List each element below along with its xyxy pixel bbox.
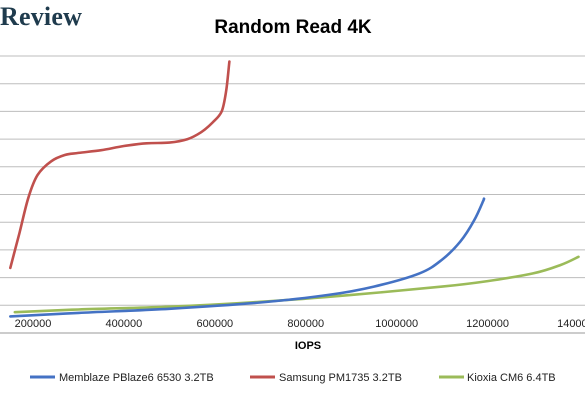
plot-series [9, 60, 580, 318]
x-tick-label: 1400000 [557, 318, 585, 330]
legend-label: Kioxia CM6 6.4TB [467, 372, 556, 384]
gridlines [0, 55, 585, 334]
legend-label: Memblaze PBlaze6 6530 3.2TB [59, 372, 214, 384]
x-tick-label: 800000 [287, 318, 324, 330]
legend-label: Samsung PM1735 3.2TB [279, 372, 402, 384]
series-line-0 [9, 197, 486, 318]
x-tick-label: 1200000 [466, 318, 509, 330]
x-tick-label: 600000 [196, 318, 233, 330]
x-tick-label: 200000 [15, 318, 52, 330]
series-line-1 [9, 60, 231, 270]
x-axis-ticks: 200000 400000 600000 800000 1000000 1200000 14… [15, 318, 585, 330]
x-tick-label: 400000 [106, 318, 143, 330]
legend: Memblaze PBlaze6 6530 3.2TB Samsung PM173… [30, 372, 556, 384]
chart-title: Random Read 4K [214, 17, 372, 38]
x-tick-label: 1000000 [375, 318, 418, 330]
series-line-2 [13, 255, 580, 314]
brand-logo-text: Review [0, 2, 83, 31]
x-axis-title: IOPS [295, 340, 321, 352]
